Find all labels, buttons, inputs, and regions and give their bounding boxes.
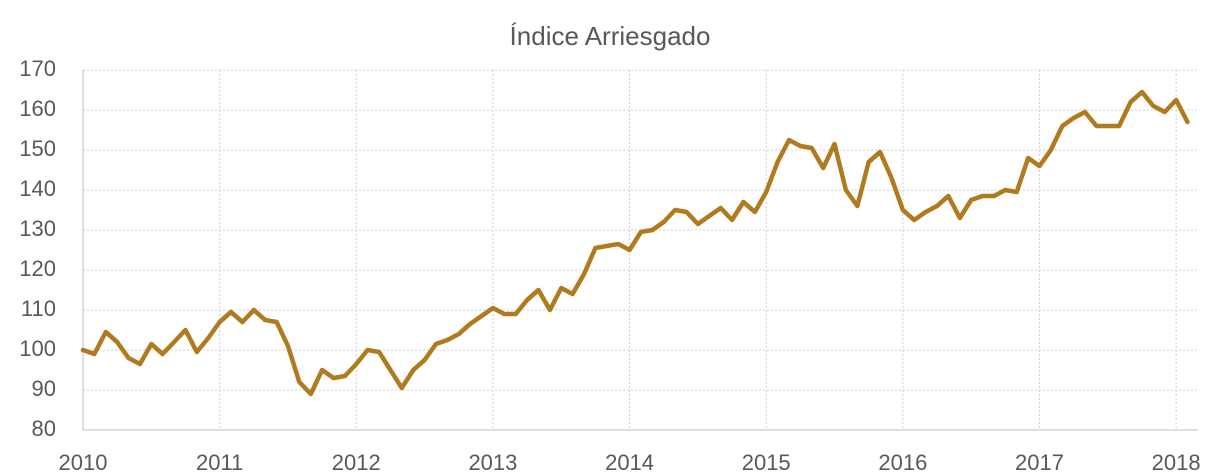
y-tick-label: 90 xyxy=(32,376,56,401)
y-tick-label: 150 xyxy=(19,136,56,161)
y-tick-label: 160 xyxy=(19,96,56,121)
x-tick-label: 2015 xyxy=(742,450,791,475)
x-tick-label: 2018 xyxy=(1152,450,1201,475)
x-tick-label: 2017 xyxy=(1015,450,1064,475)
y-tick-label: 100 xyxy=(19,336,56,361)
y-tick-label: 120 xyxy=(19,256,56,281)
x-tick-label: 2016 xyxy=(878,450,927,475)
x-tick-label: 2014 xyxy=(605,450,654,475)
x-tick-label: 2011 xyxy=(196,450,243,475)
y-tick-label: 140 xyxy=(19,176,56,201)
x-tick-label: 2012 xyxy=(332,450,381,475)
y-tick-label: 80 xyxy=(32,416,56,441)
y-tick-label: 110 xyxy=(21,296,56,321)
y-tick-label: 170 xyxy=(19,56,56,81)
y-tick-label: 130 xyxy=(19,216,56,241)
x-tick-label: 2013 xyxy=(468,450,517,475)
chart-title: Índice Arriesgado xyxy=(510,21,711,51)
data-line xyxy=(80,89,1190,397)
x-tick-label: 2010 xyxy=(59,450,108,475)
